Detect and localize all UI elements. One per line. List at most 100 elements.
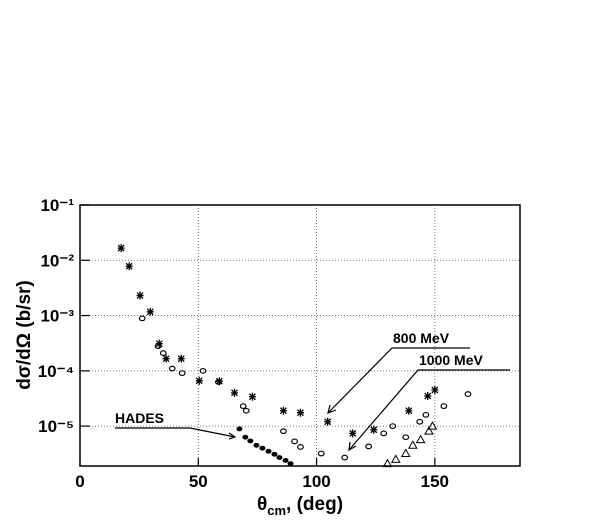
data-point bbox=[118, 244, 125, 252]
marker-part bbox=[381, 431, 387, 436]
marker-part bbox=[417, 436, 425, 443]
data-point bbox=[236, 427, 242, 432]
marker-part bbox=[465, 392, 471, 397]
data-point bbox=[465, 392, 471, 397]
data-point bbox=[370, 426, 377, 434]
marker-part bbox=[424, 392, 431, 400]
marks bbox=[118, 244, 471, 466]
data-point bbox=[139, 316, 145, 321]
data-point bbox=[381, 431, 387, 436]
marker-part bbox=[298, 445, 304, 450]
marker-part bbox=[160, 351, 166, 356]
marker-part bbox=[441, 404, 447, 409]
annotation: 1000 MeV bbox=[419, 352, 483, 368]
marker-part bbox=[297, 409, 304, 417]
marker-part bbox=[196, 377, 203, 385]
annotation: HADES bbox=[115, 410, 164, 426]
data-point bbox=[253, 443, 259, 448]
marker-part bbox=[288, 461, 294, 466]
marker-part bbox=[324, 418, 331, 426]
data-point bbox=[324, 418, 331, 426]
data-point bbox=[242, 435, 248, 440]
data-point bbox=[281, 429, 287, 434]
data-point bbox=[417, 419, 423, 424]
plot-frame bbox=[80, 205, 520, 466]
marker-part bbox=[178, 355, 185, 363]
marker-part bbox=[242, 435, 248, 440]
data-point bbox=[160, 351, 166, 356]
marker-part bbox=[392, 455, 400, 462]
data-point bbox=[366, 444, 372, 449]
data-point bbox=[259, 446, 265, 451]
data-point bbox=[244, 408, 250, 413]
marker-part bbox=[253, 443, 259, 448]
data-point bbox=[431, 386, 438, 394]
data-point bbox=[424, 392, 431, 400]
marker-part bbox=[349, 429, 356, 437]
data-point bbox=[409, 441, 417, 448]
data-point bbox=[169, 366, 175, 371]
data-point bbox=[402, 449, 410, 456]
data-point bbox=[298, 445, 304, 450]
marker-part bbox=[118, 244, 125, 252]
y-tick-label: 10⁻¹ bbox=[40, 196, 74, 215]
marker-part bbox=[249, 393, 256, 401]
data-point bbox=[247, 439, 253, 444]
marker-part bbox=[244, 408, 250, 413]
data-point bbox=[271, 452, 277, 457]
data-point bbox=[240, 404, 246, 409]
y-tick-label: 10⁻² bbox=[40, 251, 74, 270]
marker-part bbox=[240, 404, 246, 409]
data-point bbox=[292, 439, 298, 444]
marker-part bbox=[276, 455, 282, 460]
marker-part bbox=[179, 371, 185, 376]
data-point bbox=[178, 355, 185, 363]
marker-part bbox=[259, 446, 265, 451]
data-point bbox=[126, 262, 133, 270]
marker-part bbox=[417, 419, 423, 424]
data-point bbox=[231, 389, 238, 397]
marker-part bbox=[280, 407, 287, 415]
annotation: 800 MeV bbox=[393, 330, 450, 346]
marker-part bbox=[236, 427, 242, 432]
x-tick-label: 50 bbox=[189, 472, 208, 491]
data-point bbox=[403, 435, 409, 440]
marker-part bbox=[403, 435, 409, 440]
y-tick-label: 10⁻⁴ bbox=[38, 362, 74, 381]
data-point bbox=[147, 308, 154, 316]
data-point bbox=[137, 292, 144, 300]
data-point bbox=[349, 429, 356, 437]
data-point bbox=[318, 451, 324, 456]
data-point bbox=[342, 455, 348, 460]
data-point bbox=[249, 393, 256, 401]
marker-part bbox=[423, 413, 429, 418]
x-label-part: θ bbox=[257, 494, 267, 515]
data-point bbox=[392, 455, 400, 462]
x-label-part: cm bbox=[267, 503, 286, 518]
x-tick-label: 100 bbox=[302, 472, 330, 491]
x-tick-label: 0 bbox=[75, 472, 84, 491]
data-point bbox=[288, 461, 294, 466]
marker-part bbox=[342, 455, 348, 460]
data-point bbox=[405, 407, 412, 415]
marker-part bbox=[281, 429, 287, 434]
marker-part bbox=[431, 386, 438, 394]
marker-part bbox=[139, 316, 145, 321]
marker-part bbox=[318, 451, 324, 456]
marker-part bbox=[137, 292, 144, 300]
data-point bbox=[280, 407, 287, 415]
marker-part bbox=[169, 366, 175, 371]
marker-part bbox=[231, 389, 238, 397]
data-point bbox=[196, 377, 203, 385]
data-point bbox=[423, 413, 429, 418]
y-tick-label: 10⁻³ bbox=[40, 307, 74, 326]
data-point bbox=[417, 436, 425, 443]
marker-part bbox=[266, 449, 272, 454]
data-point bbox=[283, 458, 289, 463]
y-tick-label: 10⁻⁵ bbox=[38, 417, 74, 436]
data-point bbox=[276, 455, 282, 460]
marker-part bbox=[405, 407, 412, 415]
x-label-part: , (deg) bbox=[286, 494, 343, 515]
marker-part bbox=[283, 458, 289, 463]
